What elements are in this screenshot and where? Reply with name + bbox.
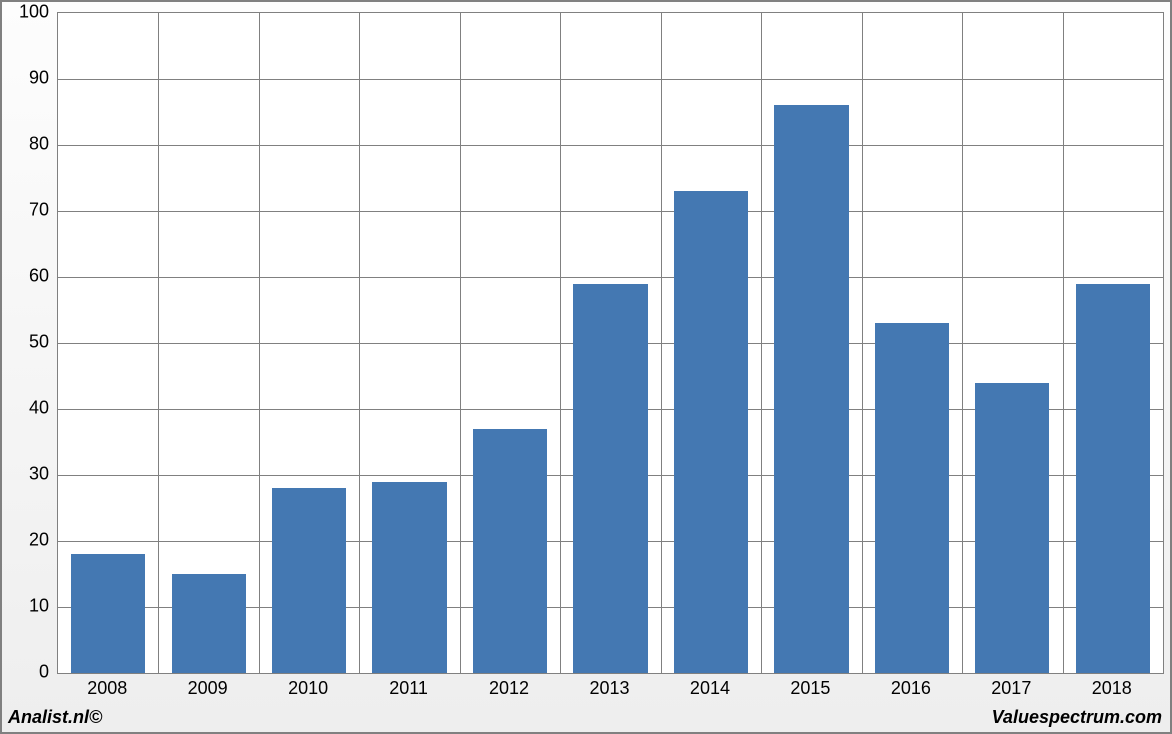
bar [1076, 284, 1150, 673]
gridline-v [661, 13, 662, 673]
y-tick-label: 20 [2, 530, 49, 551]
x-tick-label: 2015 [790, 678, 830, 699]
gridline-v [1063, 13, 1064, 673]
gridline-v [761, 13, 762, 673]
x-tick-label: 2010 [288, 678, 328, 699]
y-tick-label: 40 [2, 398, 49, 419]
gridline-v [259, 13, 260, 673]
chart-frame: 0 10 20 30 40 50 60 70 80 90 100 2008 2009 2010 2011 2… [0, 0, 1172, 734]
gridline-v [460, 13, 461, 673]
x-tick-label: 2013 [589, 678, 629, 699]
footer-right: Valuespectrum.com [992, 707, 1162, 728]
gridline-v [359, 13, 360, 673]
gridline-v [158, 13, 159, 673]
y-tick-label: 80 [2, 134, 49, 155]
y-tick-label: 30 [2, 464, 49, 485]
bar [573, 284, 647, 673]
plot-area [57, 12, 1164, 674]
gridline-v [560, 13, 561, 673]
x-tick-label: 2014 [690, 678, 730, 699]
x-tick-label: 2016 [891, 678, 931, 699]
x-tick-label: 2009 [188, 678, 228, 699]
y-tick-label: 50 [2, 332, 49, 353]
footer-left: Analist.nl© [8, 707, 102, 728]
gridline-h [58, 145, 1163, 146]
x-tick-label: 2018 [1092, 678, 1132, 699]
y-tick-label: 70 [2, 200, 49, 221]
bar [172, 574, 246, 673]
y-tick-label: 0 [2, 662, 49, 683]
bar [372, 482, 446, 673]
y-tick-label: 10 [2, 596, 49, 617]
bar [975, 383, 1049, 673]
gridline-h [58, 79, 1163, 80]
x-tick-label: 2011 [389, 678, 428, 699]
gridline-v [862, 13, 863, 673]
bar [774, 105, 848, 673]
bar [473, 429, 547, 673]
gridline-h [58, 277, 1163, 278]
x-tick-label: 2008 [87, 678, 127, 699]
gridline-v [962, 13, 963, 673]
y-tick-label: 90 [2, 68, 49, 89]
bar [71, 554, 145, 673]
bar [272, 488, 346, 673]
y-tick-label: 60 [2, 266, 49, 287]
y-tick-label: 100 [2, 2, 49, 23]
x-tick-label: 2012 [489, 678, 529, 699]
bar [674, 191, 748, 673]
x-tick-label: 2017 [991, 678, 1031, 699]
gridline-h [58, 211, 1163, 212]
bar [875, 323, 949, 673]
